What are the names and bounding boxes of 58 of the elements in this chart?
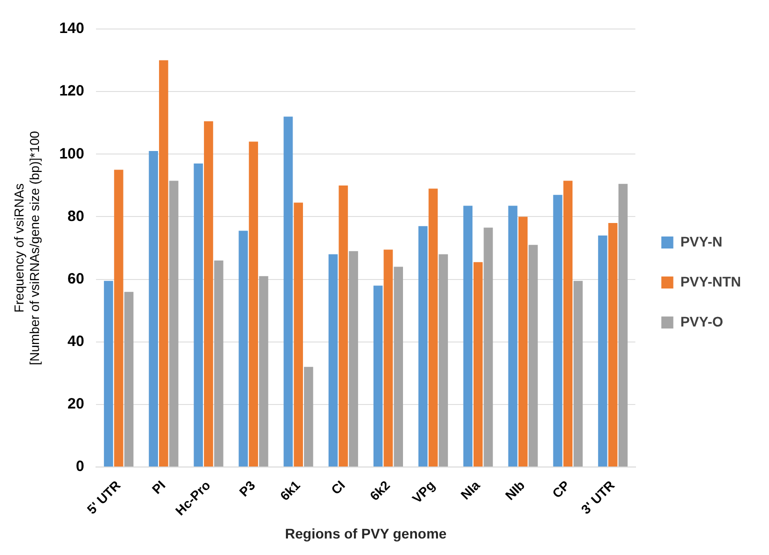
bar	[214, 260, 224, 467]
bar	[418, 226, 428, 467]
bar	[428, 188, 438, 467]
bar	[104, 280, 114, 467]
bar	[618, 184, 628, 467]
x-tick-label: VPg	[409, 478, 438, 506]
bar	[114, 170, 124, 467]
x-tick-label: NIa	[458, 477, 484, 503]
y-tick-label: 60	[68, 270, 84, 288]
bar	[463, 206, 472, 467]
bar	[238, 230, 248, 467]
bar	[194, 164, 203, 467]
y-tick-label: 20	[68, 396, 84, 413]
y-tick-label: 80	[68, 208, 84, 225]
legend-label: PVY-NTN	[680, 273, 742, 290]
bar	[284, 116, 293, 467]
x-tick-label: 6k2	[366, 478, 393, 504]
bar	[484, 228, 493, 467]
y-tick-label: 120	[59, 82, 84, 100]
bar	[328, 254, 338, 467]
bar	[574, 280, 583, 467]
y-tick-label: 100	[59, 145, 84, 162]
bar	[438, 254, 448, 467]
y-tick-label: 140	[59, 20, 84, 38]
legend-label: PVY-O	[680, 313, 724, 330]
bar	[608, 222, 618, 467]
y-axis-title: Frequency of vsiRNAs [Number of vsiRNAs/gene size (bp)]*100	[11, 130, 42, 366]
bar	[259, 276, 268, 467]
bar	[304, 366, 314, 467]
x-tick-label: CI	[328, 478, 348, 498]
x-tick-label: PI	[148, 478, 168, 497]
x-axis-title: Regions of PVY genome	[285, 525, 447, 542]
bar	[508, 206, 518, 467]
bar	[563, 180, 573, 467]
legend-label: PVY-N	[680, 233, 722, 250]
bar	[124, 292, 134, 467]
bar	[373, 286, 383, 467]
bar	[204, 121, 214, 467]
bar	[348, 251, 358, 467]
bar	[159, 60, 168, 467]
bar	[169, 180, 178, 467]
bar	[394, 266, 404, 467]
bar	[248, 142, 258, 467]
bar	[553, 194, 562, 467]
bar	[384, 250, 393, 467]
bar	[148, 151, 158, 467]
y-tick-label: 0	[76, 458, 84, 476]
x-tick-label: NIb	[502, 478, 528, 504]
x-tick-label: P3	[236, 478, 258, 500]
bar	[528, 244, 538, 467]
x-tick-label: CP	[549, 477, 573, 501]
bar	[598, 236, 608, 467]
bar	[474, 262, 483, 467]
y-tick-label: 40	[68, 333, 84, 350]
x-tick-label: 6k1	[277, 478, 304, 504]
bar	[338, 185, 348, 467]
bar	[518, 216, 528, 467]
bar	[294, 202, 303, 467]
